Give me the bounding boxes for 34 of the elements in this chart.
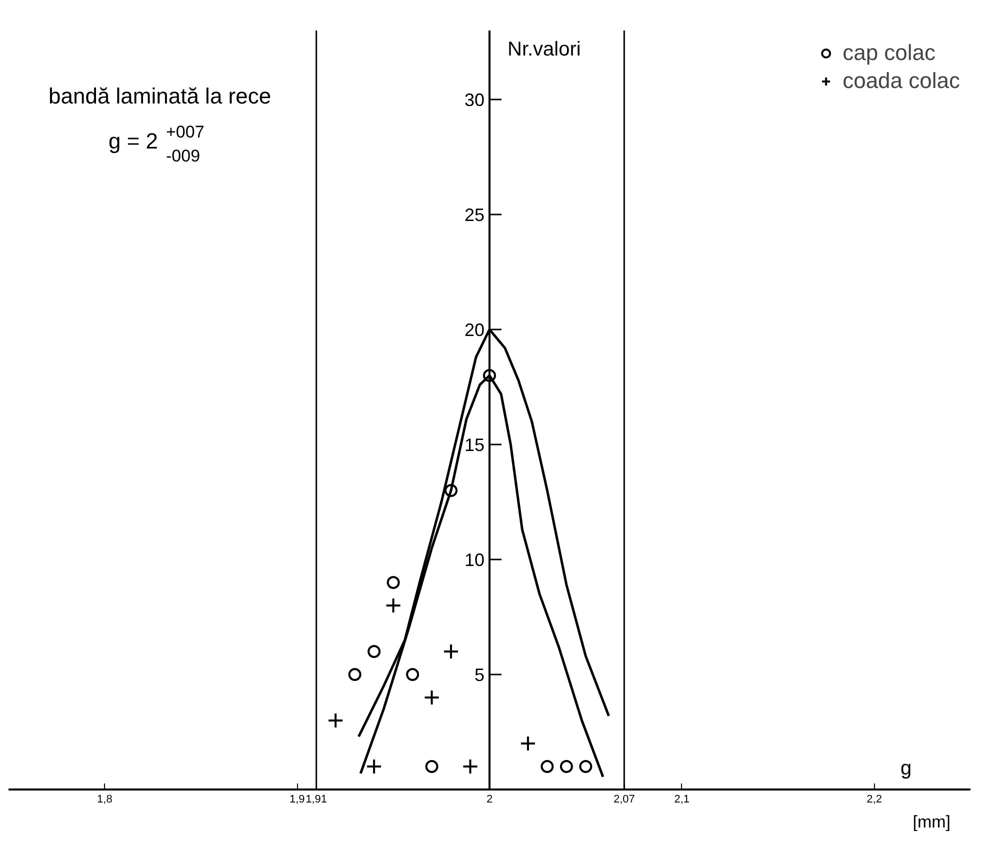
x-tick-label: 2,2 [866,794,882,806]
x-tick-label: 1,8 [97,794,112,806]
point [579,760,592,773]
y-tick-label: 20 [464,320,485,340]
point [366,758,382,774]
point [520,736,536,752]
y-tick-label: 15 [464,435,485,455]
point [425,760,438,773]
y-axis-title: Nr.valori [508,38,581,60]
x-tick-label: 2,07 [613,794,635,806]
point [560,760,573,773]
text: bandă laminată la rece [48,84,272,108]
point [385,598,402,614]
point [328,712,344,728]
text: [mm] [912,812,951,832]
y-tick-label: 10 [464,550,485,570]
y-tick-label: 25 [464,205,485,225]
point [443,644,460,660]
legend-label: coada colac [842,68,960,94]
x-tick-label: 2 [486,794,493,806]
x-tick-label: 2,1 [674,794,690,806]
y-tick-label: 30 [464,90,485,110]
x-tick-label: 1,9 [289,794,305,806]
point [424,690,440,706]
legend-label: cap colac [842,40,936,66]
y-tick-label: 5 [474,665,485,685]
point [386,576,400,589]
x-axis-title: g [900,758,912,780]
point [462,758,478,774]
point [406,668,420,681]
point [540,760,554,773]
point [348,668,362,681]
point [368,645,381,658]
x-tick-label: 1,91 [306,794,328,806]
